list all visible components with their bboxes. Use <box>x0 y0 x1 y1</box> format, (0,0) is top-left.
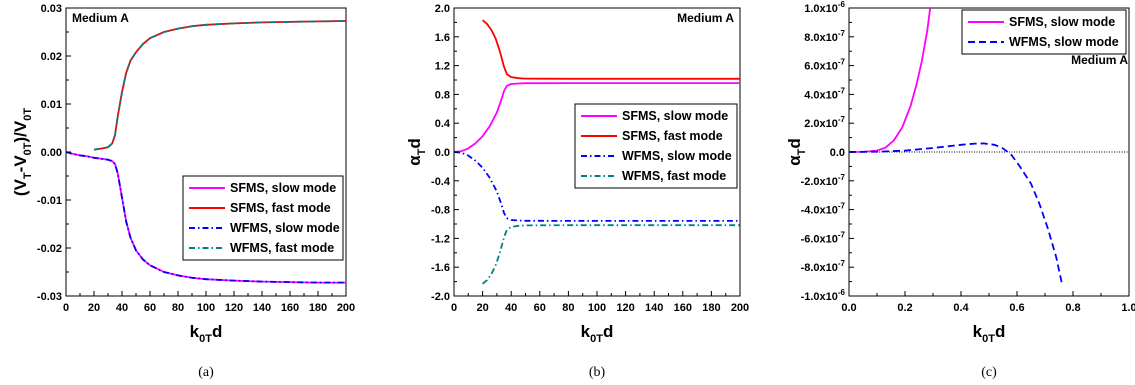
panel-c-xtick-label: 1.0 <box>1121 302 1135 314</box>
panel-a-series-4-line <box>93 20 347 151</box>
panel-b-series-1-line <box>453 82 740 153</box>
panel-a-xtick-label: 100 <box>197 302 215 314</box>
panel-c-caption: (c) <box>981 365 997 380</box>
panel-b-xtick-label: 100 <box>588 302 606 314</box>
panel-c-xlabel: k0Td <box>973 322 1006 345</box>
panel-c-xtick-label: 0.4 <box>953 302 969 314</box>
panel-c-ytick-label: 2.0x10-7 <box>804 115 845 130</box>
panel-c-ylabel: αTd <box>785 138 808 166</box>
panel-b-xtick-label: 20 <box>476 302 488 314</box>
panel-c-ytick-label: 1.0x10-6 <box>804 0 845 15</box>
panel-c-ytick-label: -6.0x10-7 <box>801 230 846 245</box>
panel-b-xlabel: k0Td <box>581 322 614 345</box>
panel-a-xtick-label: 80 <box>172 302 184 314</box>
panel-a-series-3-line <box>65 151 346 284</box>
panel-c-xtick-label: 0.0 <box>841 302 856 314</box>
panel-a-ytick-label: 0.02 <box>41 51 62 63</box>
panel-a-xtick-label: 60 <box>144 302 156 314</box>
panel-a-legend-box <box>182 175 344 261</box>
panel-a-ytick-label: -0.02 <box>37 243 62 255</box>
panel-c-ytick-label: -4.0x10-7 <box>801 202 846 217</box>
panel-b-ytick-label: 0.8 <box>435 89 450 101</box>
panel-a-xtick-label: 0 <box>63 302 69 314</box>
panel-c-xtick-label: 0.6 <box>1009 302 1024 314</box>
panel-b-legend-label-1: SFMS, slow mode <box>622 109 728 123</box>
panel-c-series-2-line <box>848 142 1063 284</box>
panel-b-series-4-line <box>482 224 740 285</box>
panel-a-caption: (a) <box>198 365 214 380</box>
panel-c-ytick-label: 4.0x10-7 <box>804 86 845 101</box>
panel-c-ytick-label: -8.0x10-7 <box>801 259 846 274</box>
panel-a-legend-label-2: SFMS, fast mode <box>230 201 331 215</box>
panel-b-ytick-label: -1.6 <box>431 262 450 274</box>
panel-b-annotation: Medium A <box>677 11 734 25</box>
panel-c-ytick-label: 8.0x10-7 <box>804 29 845 44</box>
panel-b-legend-box <box>574 103 738 189</box>
panel-b-xtick-label: 200 <box>731 302 749 314</box>
panel-b-ytick-label: -2.0 <box>431 291 450 303</box>
panel-a-legend-label-3: WFMS, slow mode <box>230 221 340 235</box>
panel-b-xtick-label: 140 <box>645 302 663 314</box>
panel-a-xtick-label: 20 <box>88 302 100 314</box>
panel-b-ylabel: αTd <box>405 138 428 166</box>
panel-b-xtick-label: 160 <box>674 302 692 314</box>
panel-b-legend-label-3: WFMS, slow mode <box>622 149 732 163</box>
panel-c-annotation: Medium A <box>1071 53 1128 67</box>
panel-c-ytick-label: 6.0x10-7 <box>804 58 845 73</box>
panel-a-ytick-label: 0.01 <box>41 99 62 111</box>
panel-a: 0 20 40 60 80 100 120 140 160 180 200 -0.03 -0.02 -0.… <box>11 3 355 380</box>
panel-c-xtick-label: 0.2 <box>897 302 912 314</box>
panel-b-xtick-label: 60 <box>534 302 546 314</box>
panel-c-ytick-label: -2.0x10-7 <box>801 173 846 188</box>
panel-a-xtick-label: 160 <box>281 302 299 314</box>
panel-b-ytick-label: 2.0 <box>435 3 450 15</box>
panel-a-ytick-label: 0.00 <box>41 147 62 159</box>
panel-b: 0 20 40 60 80 100 120 140 160 180 200 -2.0 -1.6 -1.2 -… <box>405 3 749 380</box>
panel-b-ytick-label: 1.2 <box>435 61 450 73</box>
panel-b-ytick-label: -0.8 <box>431 205 450 217</box>
panel-b-ytick-label: 0.0 <box>435 147 450 159</box>
panel-a-ytick-label: 0.03 <box>41 3 62 15</box>
panel-b-ytick-label: -0.4 <box>431 176 451 188</box>
panel-b-legend-label-4: WFMS, fast mode <box>622 169 726 183</box>
panel-b-series-2-line <box>482 19 740 80</box>
panel-c: 0.0 0.2 0.4 0.6 0.8 1.0 -1.0x10-6 -8.0x10-7 -6.0… <box>785 0 1135 380</box>
panel-a-legend-label-4: WFMS, fast mode <box>230 241 334 255</box>
panel-a-xtick-label: 40 <box>116 302 128 314</box>
panel-c-legend-label-2: WFMS, slow mode <box>1009 35 1119 49</box>
panel-c-xtick-label: 0.8 <box>1065 302 1080 314</box>
panel-a-xtick-label: 140 <box>253 302 271 314</box>
panel-c-ytick-label: 0.0 <box>830 147 845 159</box>
panel-a-annotation: Medium A <box>72 11 129 25</box>
panel-b-xtick-label: 180 <box>702 302 720 314</box>
panel-a-xtick-label: 200 <box>337 302 355 314</box>
panel-c-ytick-label: -1.0x10-6 <box>801 288 846 303</box>
panel-b-ytick-label: 0.4 <box>435 118 451 130</box>
panel-a-ylabel: (VT-V0T)/V0T <box>11 108 34 196</box>
panel-c-legend-label-1: SFMS, slow mode <box>1009 15 1115 29</box>
panel-a-xtick-label: 120 <box>225 302 243 314</box>
panel-a-legend-label-1: SFMS, slow mode <box>230 181 336 195</box>
panel-b-ytick-label: -1.2 <box>431 233 450 245</box>
panel-a-xtick-label: 180 <box>309 302 327 314</box>
panel-b-legend-label-2: SFMS, fast mode <box>622 129 723 143</box>
panel-b-xtick-label: 120 <box>616 302 634 314</box>
panel-a-ytick-label: -0.01 <box>37 195 62 207</box>
panel-b-xtick-label: 0 <box>451 302 457 314</box>
panel-b-ytick-label: 1.6 <box>435 32 450 44</box>
panel-b-xtick-label: 40 <box>505 302 517 314</box>
panel-a-ytick-label: -0.03 <box>37 291 62 303</box>
panel-b-xtick-label: 80 <box>562 302 574 314</box>
panel-a-series-2-line <box>93 20 347 151</box>
panel-a-xlabel: k0Td <box>190 322 223 345</box>
panel-b-caption: (b) <box>589 365 606 380</box>
panel-c-legend-box <box>961 9 1127 55</box>
panel-c-series-1-line <box>848 7 932 153</box>
